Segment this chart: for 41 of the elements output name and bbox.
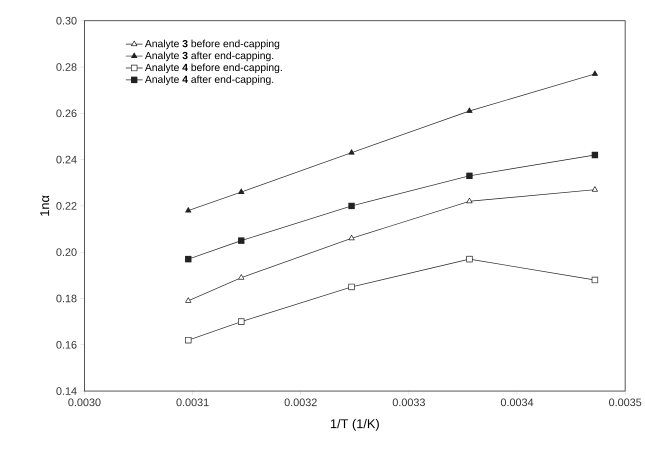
y-tick-label: 0.16 bbox=[56, 340, 77, 349]
point bbox=[466, 172, 473, 179]
x-tick-label: 0.0032 bbox=[284, 398, 317, 406]
point bbox=[466, 256, 473, 262]
x-tick-label: 0.0034 bbox=[500, 398, 534, 406]
point bbox=[348, 202, 355, 210]
x-axis-title: 1/T (1/K) bbox=[330, 418, 379, 431]
legend-label: Analyte 3 before end-capping bbox=[144, 40, 280, 50]
point bbox=[185, 256, 192, 262]
y-tick-label: 0.26 bbox=[56, 109, 77, 118]
y-tick-label: 0.30 bbox=[56, 16, 77, 24]
y-tick-label: 0.18 bbox=[56, 294, 77, 302]
y-axis-title: 1nα bbox=[40, 195, 50, 216]
x-tick-label: 0.0033 bbox=[392, 398, 425, 406]
y-tick-label: 0.24 bbox=[56, 156, 77, 164]
legend-label: Analyte 3 after end-capping. bbox=[144, 52, 274, 62]
x-tick-label: 0.0031 bbox=[176, 398, 209, 406]
y-tick-label: 0.28 bbox=[56, 63, 77, 71]
y-tick-label: 0.20 bbox=[56, 248, 77, 256]
point bbox=[348, 149, 355, 155]
point bbox=[592, 276, 598, 284]
point bbox=[238, 237, 244, 244]
point bbox=[348, 284, 355, 290]
point bbox=[466, 107, 473, 113]
point bbox=[592, 152, 598, 158]
point bbox=[238, 274, 244, 280]
y-tick-label: 0.14 bbox=[56, 387, 77, 395]
point bbox=[185, 206, 192, 212]
point bbox=[466, 198, 473, 204]
point bbox=[238, 188, 244, 194]
point bbox=[238, 318, 244, 325]
x-tick-label: 0.0030 bbox=[68, 398, 101, 406]
legend-label: Analyte 4 before end-capping. bbox=[144, 63, 282, 74]
point bbox=[185, 297, 192, 303]
y-tick-label: 0.22 bbox=[56, 202, 76, 210]
x-tick-label: 0.0035 bbox=[609, 398, 642, 406]
point bbox=[185, 336, 192, 344]
legend-label: Analyte 4 after end-capping. bbox=[144, 75, 274, 85]
point bbox=[348, 234, 355, 240]
point bbox=[592, 186, 598, 192]
point bbox=[592, 70, 598, 76]
